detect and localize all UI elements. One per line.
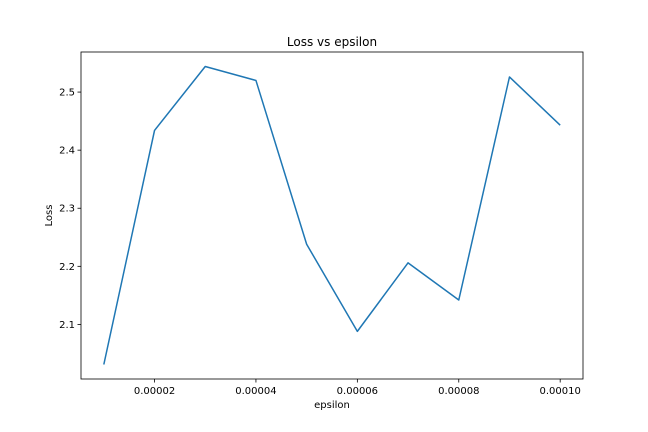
x-tick-label: 0.00010 [540, 386, 581, 397]
x-axis-label: epsilon [314, 400, 350, 411]
plot-frame [80, 51, 584, 380]
x-tick-label: 0.00008 [438, 386, 479, 397]
x-tick-label: 0.00004 [235, 386, 276, 397]
x-tick-label: 0.00006 [337, 386, 378, 397]
chart-title: Loss vs epsilon [287, 35, 377, 49]
x-tick-label: 0.00002 [134, 386, 175, 397]
series-line [103, 65, 561, 365]
x-axis: 0.00002 0.00004 0.00006 0.00008 0.00010 [134, 379, 581, 397]
y-tick-label: 2.4 [59, 146, 75, 157]
y-axis-label: Loss [44, 205, 55, 227]
y-tick-label: 2.3 [59, 204, 75, 215]
y-tick-label: 2.5 [59, 88, 75, 99]
series-group [103, 65, 561, 365]
plot-area: 0.00002 0.00004 0.00006 0.00008 0.00010 2.12… [59, 51, 584, 397]
y-tick-label: 2.1 [59, 320, 75, 331]
y-axis: 2.1 2.2 2.3 2.4 2.5 [59, 88, 81, 331]
y-tick-label: 2.2 [59, 262, 75, 273]
